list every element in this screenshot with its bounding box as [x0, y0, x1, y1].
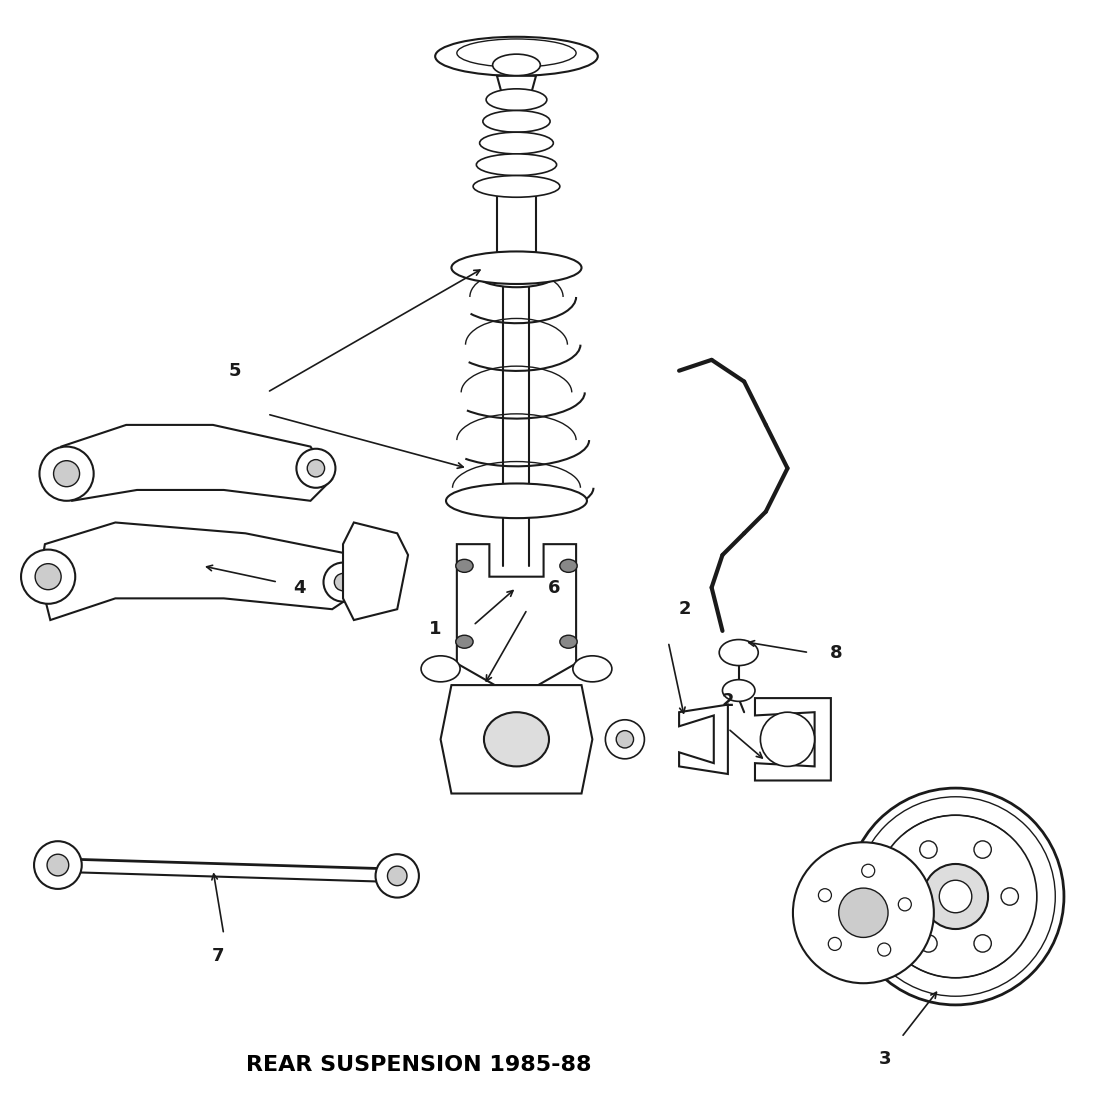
Ellipse shape [456, 635, 473, 648]
Circle shape [296, 448, 335, 487]
Ellipse shape [560, 559, 578, 573]
Circle shape [47, 855, 69, 876]
Circle shape [848, 788, 1064, 1005]
Polygon shape [497, 75, 536, 100]
Ellipse shape [722, 679, 755, 702]
Ellipse shape [446, 484, 587, 518]
Circle shape [21, 549, 76, 604]
Ellipse shape [421, 656, 460, 682]
Circle shape [324, 563, 362, 602]
Text: 3: 3 [878, 1050, 892, 1068]
Ellipse shape [484, 713, 549, 766]
Circle shape [862, 865, 875, 877]
Circle shape [54, 461, 79, 486]
Circle shape [307, 460, 325, 477]
Ellipse shape [493, 54, 540, 75]
Text: 8: 8 [830, 644, 842, 662]
Text: 4: 4 [293, 578, 306, 596]
Circle shape [939, 880, 972, 912]
Polygon shape [51, 425, 333, 501]
Text: 1: 1 [429, 619, 441, 638]
Ellipse shape [473, 175, 560, 198]
Ellipse shape [719, 639, 759, 666]
Circle shape [923, 864, 988, 929]
Polygon shape [679, 705, 728, 774]
Ellipse shape [486, 89, 547, 111]
Ellipse shape [457, 39, 576, 67]
Polygon shape [755, 698, 831, 780]
Ellipse shape [483, 111, 550, 132]
Text: 2: 2 [679, 601, 691, 618]
Ellipse shape [761, 713, 815, 766]
Circle shape [793, 842, 934, 983]
Circle shape [920, 935, 937, 952]
Polygon shape [40, 523, 365, 620]
Ellipse shape [475, 259, 558, 287]
Circle shape [877, 944, 890, 956]
Circle shape [839, 888, 888, 938]
Circle shape [335, 574, 351, 591]
Ellipse shape [573, 656, 612, 682]
Circle shape [920, 841, 937, 858]
Ellipse shape [456, 559, 473, 573]
Ellipse shape [451, 252, 582, 284]
Text: 6: 6 [548, 578, 561, 596]
Circle shape [855, 797, 1055, 997]
Ellipse shape [435, 37, 597, 75]
Polygon shape [440, 685, 592, 794]
Ellipse shape [560, 635, 578, 648]
Circle shape [898, 898, 911, 911]
Circle shape [40, 446, 93, 501]
Circle shape [1001, 888, 1019, 905]
Circle shape [974, 841, 991, 858]
Circle shape [974, 935, 991, 952]
Ellipse shape [616, 730, 634, 748]
Circle shape [35, 564, 61, 589]
Circle shape [818, 889, 831, 901]
Text: 7: 7 [212, 947, 225, 965]
Circle shape [828, 938, 841, 950]
Circle shape [376, 855, 419, 898]
Circle shape [34, 841, 81, 889]
Text: REAR SUSPENSION 1985-88: REAR SUSPENSION 1985-88 [246, 1054, 592, 1074]
Text: 2: 2 [721, 693, 735, 710]
Circle shape [893, 888, 910, 905]
Circle shape [388, 866, 407, 886]
Text: 5: 5 [228, 362, 240, 380]
Ellipse shape [477, 154, 557, 175]
Polygon shape [457, 544, 576, 685]
Circle shape [874, 815, 1037, 978]
Polygon shape [343, 523, 408, 620]
Ellipse shape [480, 132, 553, 154]
Ellipse shape [605, 719, 645, 759]
